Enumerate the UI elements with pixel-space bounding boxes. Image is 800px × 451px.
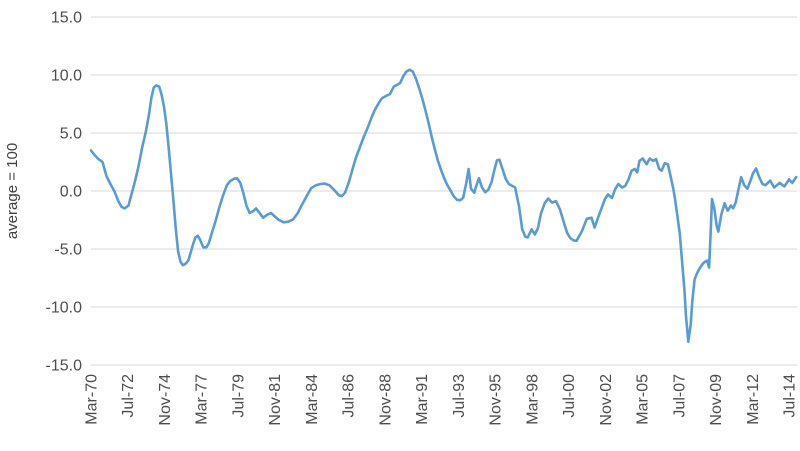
x-tick-label: Jul-93	[451, 374, 468, 418]
x-tick-label: Nov-95	[488, 374, 505, 426]
x-tick-label: Mar-70	[84, 374, 101, 425]
x-tick-label: Nov-81	[267, 374, 284, 426]
y-tick-label: -15.0	[46, 358, 83, 375]
x-tick-label: Nov-88	[377, 374, 394, 426]
x-tick-label: Nov-02	[598, 374, 615, 426]
x-tick-label: Jul-86	[341, 374, 358, 418]
y-tick-label: 10.0	[51, 68, 82, 85]
x-axis-tick-labels: Mar-70 Jul-72 Nov-74 Mar-77 Jul-79 Nov-81 Mar-…	[84, 374, 799, 426]
x-tick-label: Jul-72	[120, 374, 137, 418]
x-tick-label: Jul-14	[782, 374, 799, 418]
y-tick-label: -10.0	[46, 300, 83, 317]
x-tick-label: Mar-98	[525, 374, 542, 425]
x-tick-label: Mar-77	[194, 374, 211, 425]
y-axis-tick-labels: 15.0 10.0 5.0 0.0 -5.0 -10.0 -15.0	[46, 10, 83, 375]
y-tick-label: 15.0	[51, 10, 82, 27]
x-tick-label: Jul-07	[671, 374, 688, 418]
y-axis-title: average = 100	[4, 143, 21, 239]
x-tick-label: Jul-00	[561, 374, 578, 418]
x-tick-label: Mar-05	[635, 374, 652, 425]
x-tick-label: Mar-84	[304, 374, 321, 425]
x-tick-label: Mar-91	[414, 374, 431, 425]
x-tick-label: Nov-74	[157, 374, 174, 426]
y-tick-label: 5.0	[60, 126, 82, 143]
x-tick-label: Nov-09	[708, 374, 725, 426]
gridlines-group	[91, 16, 797, 366]
x-tick-label: Mar-12	[745, 374, 762, 425]
data-line	[89, 68, 798, 344]
y-tick-label: -5.0	[54, 242, 82, 259]
y-tick-label: 0.0	[60, 184, 82, 201]
x-tick-label: Jul-79	[230, 374, 247, 418]
data-series-group	[89, 68, 798, 344]
